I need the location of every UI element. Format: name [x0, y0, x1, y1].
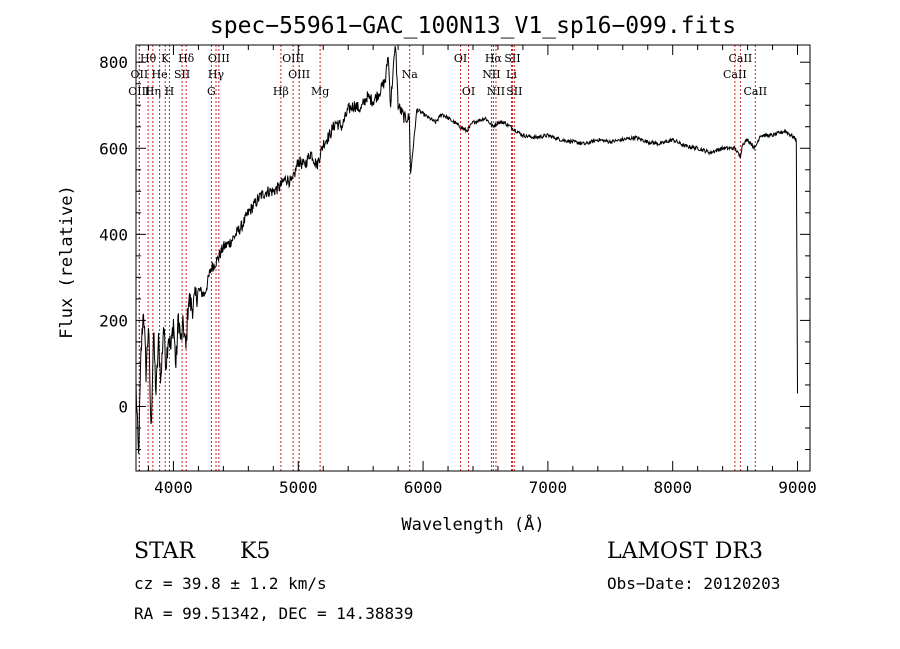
redshift-velocity: cz = 39.8 ± 1.2 km/s — [134, 574, 327, 593]
x-tick-label: 6000 — [404, 478, 443, 497]
emission-line-label: CaII — [723, 68, 747, 81]
emission-line-label: OIII — [288, 68, 310, 81]
emission-line-label: NII — [482, 68, 500, 81]
x-tick-label: 4000 — [154, 478, 193, 497]
emission-line-label: OIII — [282, 52, 304, 65]
y-tick-label: 400 — [99, 225, 128, 244]
emission-line-label: Mg — [311, 85, 329, 98]
emission-line-label: NII — [487, 85, 505, 98]
emission-line-label: He — [152, 68, 168, 81]
emission-line-label: K — [161, 52, 170, 65]
object-subclass: K5 — [240, 539, 271, 564]
emission-line-label: SII — [506, 85, 522, 98]
plot-frame — [135, 44, 811, 472]
x-tick-label: 9000 — [778, 478, 817, 497]
chart-title: spec−55961−GAC_100N13_V1_sp16−099.fits — [210, 13, 736, 39]
emission-line-label: Hη — [145, 85, 161, 98]
emission-line-label: Hδ — [178, 52, 195, 65]
emission-line-label: SII — [504, 52, 520, 65]
spectrum-series-line — [135, 46, 798, 454]
emission-line-label: Hβ — [273, 85, 289, 98]
emission-lines-layer — [138, 45, 756, 471]
emission-line-label: Li — [506, 68, 517, 81]
x-tick-label: 5000 — [279, 478, 318, 497]
x-axis-label: Wavelength (Å) — [401, 513, 544, 535]
observation-date: Obs−Date: 20120203 — [607, 574, 781, 593]
object-class: STAR — [134, 539, 195, 564]
x-tick-label: 8000 — [653, 478, 692, 497]
emission-line-label: CaII — [743, 85, 767, 98]
emission-line-label: OI — [454, 52, 467, 65]
emission-line-label: Na — [402, 68, 419, 81]
y-tick-label: 800 — [99, 53, 128, 72]
emission-line-label: Hθ — [140, 52, 157, 65]
emission-line-label: SII — [174, 68, 190, 81]
emission-line-label: OII — [131, 68, 149, 81]
coordinates: RA = 99.51342, DEC = 14.38839 — [134, 604, 414, 623]
y-axis-label: Flux (relative) — [57, 185, 77, 339]
x-tick-label: 7000 — [529, 478, 568, 497]
emission-line-label: G — [207, 85, 216, 98]
y-tick-label: 0 — [118, 397, 128, 416]
y-tick-label: 600 — [99, 139, 128, 158]
axes-layer: 4000 5000 6000 7000 8000 9000 0 200 400 600 800 — [99, 44, 817, 497]
emission-line-label: Hγ — [208, 68, 225, 81]
emission-line-label: H — [165, 85, 175, 98]
y-tick-label: 200 — [99, 311, 128, 330]
emission-line-label: OI — [462, 85, 475, 98]
series-layer — [135, 46, 798, 454]
emission-line-label: CaII — [729, 52, 753, 65]
emission-line-label: OIII — [208, 52, 230, 65]
emission-line-label: Hα — [485, 52, 503, 65]
survey-name: LAMOST DR3 — [607, 539, 763, 564]
emission-line-label: OIII — [128, 85, 150, 98]
